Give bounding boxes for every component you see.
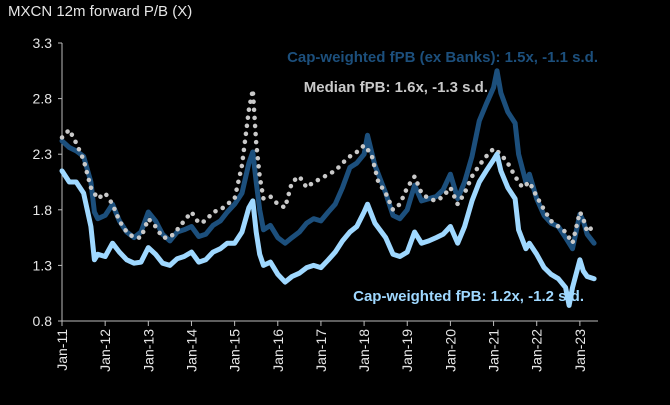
x-tick-label: Jan-17 [313,329,329,372]
series-label-1: Median fPB: 1.6x, -1.3 s.d. [304,79,488,96]
x-tick-label: Jan-13 [140,329,156,372]
x-tick-label: Jan-11 [54,329,70,371]
x-tick-label: Jan-16 [270,329,286,372]
y-tick-label: 1.8 [33,202,53,218]
axes: 0.8 1.3 1.8 2.3 2.8 3.3 Jan-11 Jan-12 Jan-13 Jan-… [33,35,598,372]
y-tick-label: 1.3 [33,257,53,273]
x-tick-label: Jan-12 [97,329,113,372]
series-line-2 [59,151,597,308]
series-layer [59,68,597,308]
x-tick-label: Jan-14 [183,329,199,372]
chart-title: MXCN 12m forward P/B (X) [8,3,193,20]
x-tick-label: Jan-19 [399,329,415,372]
x-tick-label: Jan-23 [572,329,588,372]
x-tick-label: Jan-18 [356,329,372,372]
x-tick-label: Jan-21 [486,329,502,372]
y-tick-label: 0.8 [33,313,53,329]
labels-layer: Cap-weighted fPB (ex Banks): 1.5x, -1.1 … [287,49,598,305]
y-tick-label: 2.8 [33,91,53,107]
y-tick-label: 3.3 [33,35,53,51]
series-label-0: Cap-weighted fPB (ex Banks): 1.5x, -1.1 … [287,49,598,66]
x-tick-label: Jan-22 [529,329,545,372]
series-line-1 [59,87,597,246]
x-tick-label: Jan-15 [227,329,243,372]
y-tick-label: 2.3 [33,146,53,162]
series-line-0 [59,68,597,252]
x-tick-label: Jan-20 [442,329,458,372]
series-label-2: Cap-weighted fPB: 1.2x, -1.2 s.d. [353,288,584,305]
